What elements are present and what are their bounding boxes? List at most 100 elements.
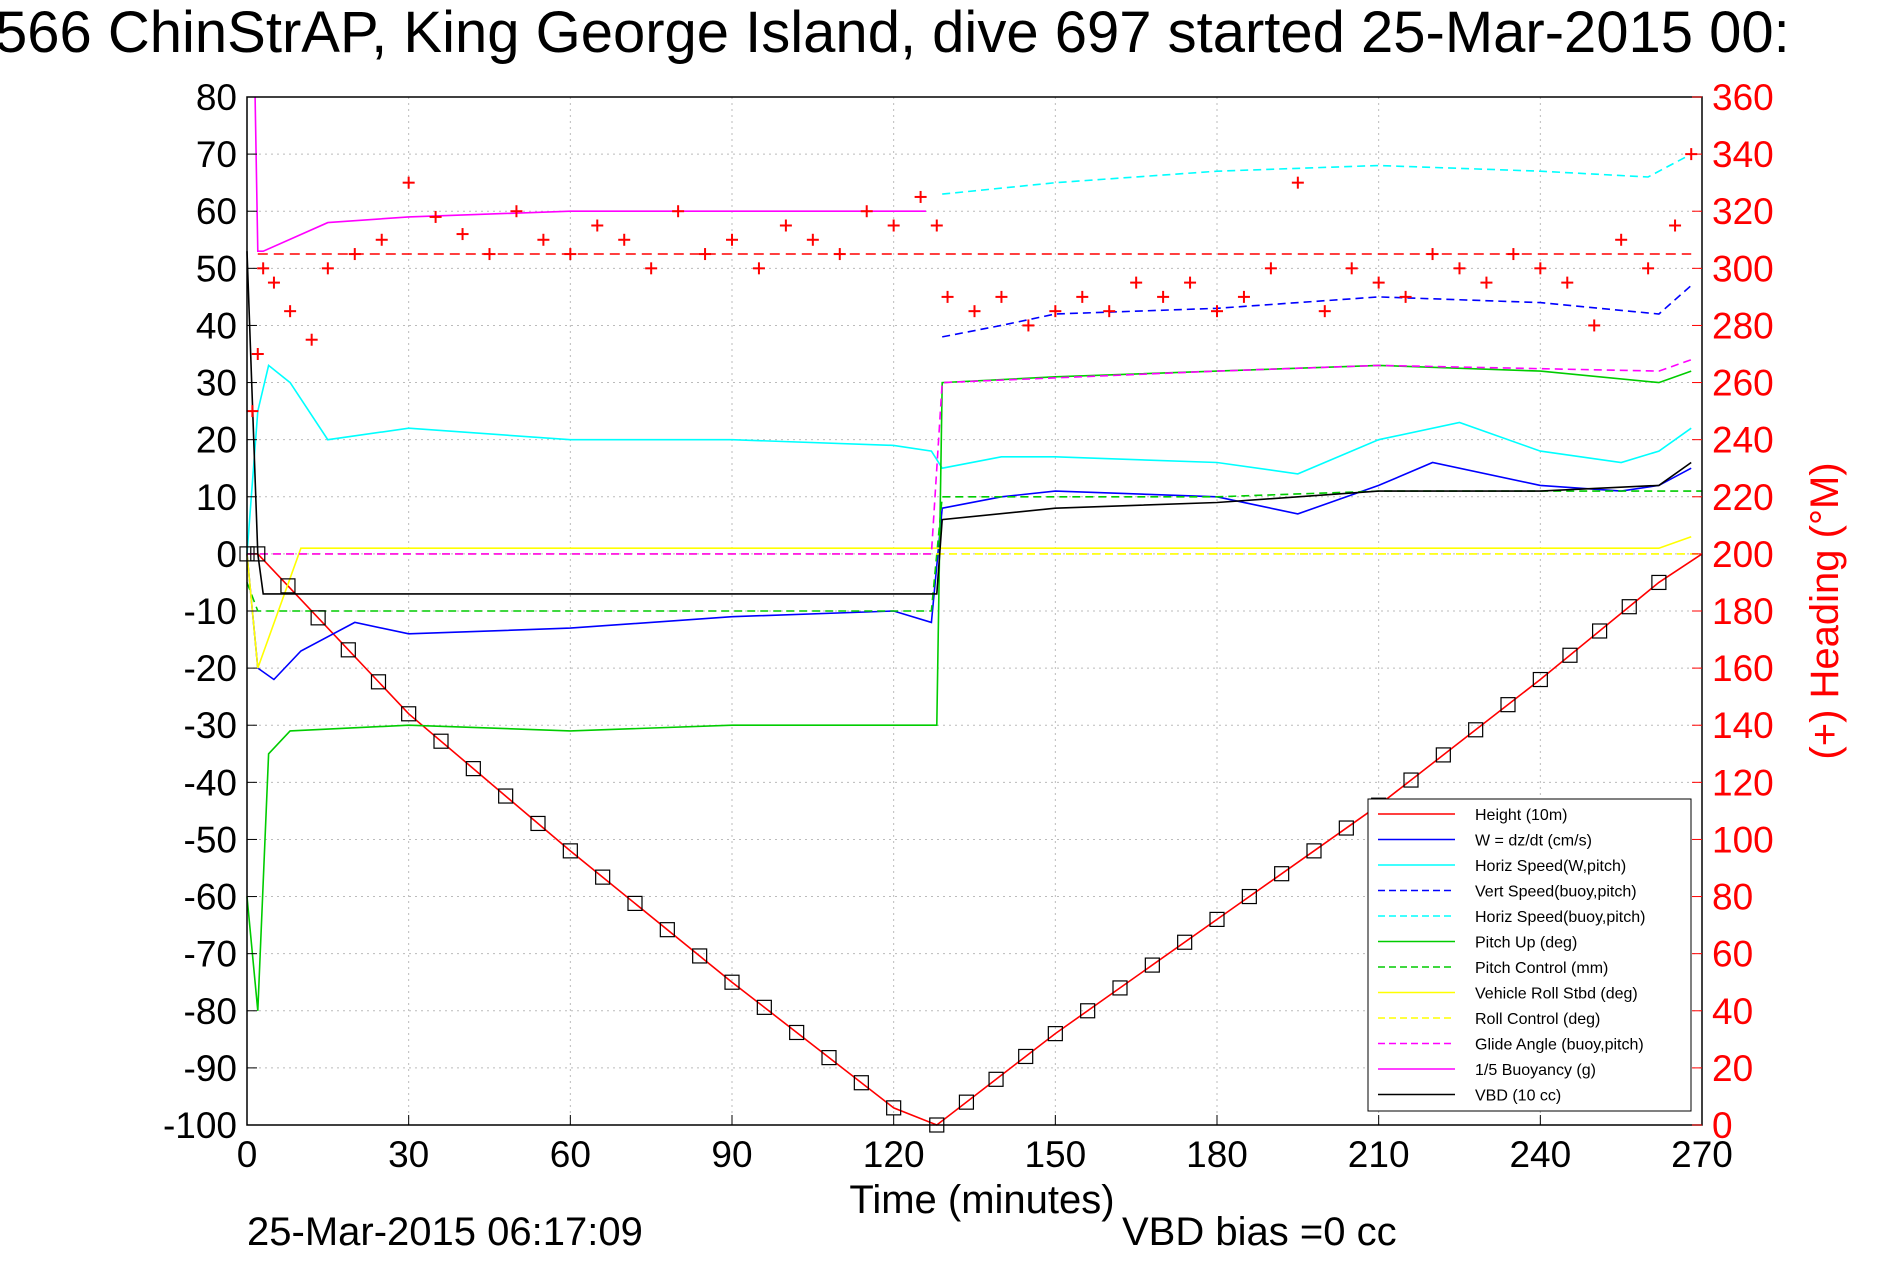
heading-point bbox=[1211, 305, 1223, 318]
y-right-tick-label: 160 bbox=[1712, 648, 1774, 689]
heading-point bbox=[1264, 262, 1277, 275]
height-marker bbox=[821, 1050, 837, 1066]
heading-point bbox=[1049, 305, 1062, 318]
y-tick-label: -30 bbox=[184, 705, 237, 746]
y-tick-label: -70 bbox=[184, 934, 237, 975]
x-axis-label: Time (minutes) bbox=[849, 1178, 1114, 1222]
heading-point bbox=[375, 233, 388, 246]
heading-point bbox=[564, 248, 577, 261]
height-marker bbox=[1500, 697, 1516, 713]
x-tick-label: 90 bbox=[711, 1134, 752, 1175]
heading-point bbox=[930, 219, 943, 232]
heading-point bbox=[1561, 276, 1574, 289]
x-tick-label: 180 bbox=[1186, 1134, 1248, 1175]
heading-point bbox=[321, 262, 334, 275]
height-marker bbox=[340, 642, 356, 658]
heading-point bbox=[806, 233, 819, 246]
y-right-tick-label: 60 bbox=[1712, 934, 1753, 975]
heading-point bbox=[1588, 319, 1601, 332]
heading-point bbox=[456, 228, 469, 241]
height-marker bbox=[886, 1100, 902, 1116]
heading-point bbox=[1103, 305, 1116, 318]
heading-point bbox=[1480, 276, 1493, 289]
heading-point bbox=[1318, 305, 1331, 318]
heading-point bbox=[699, 248, 712, 261]
x-tick-label: 240 bbox=[1509, 1134, 1571, 1175]
y-tick-label: 20 bbox=[196, 420, 237, 461]
height-marker bbox=[1532, 671, 1548, 688]
height-marker bbox=[1338, 820, 1354, 836]
series-line-1-5-buoyancy-g bbox=[254, 96, 926, 252]
y-right-tick-label: 300 bbox=[1712, 248, 1774, 289]
heading-point bbox=[305, 333, 318, 346]
heading-point bbox=[995, 290, 1008, 303]
x-tick-label: 270 bbox=[1671, 1134, 1733, 1175]
height-marker bbox=[853, 1075, 869, 1091]
heading-point bbox=[267, 276, 280, 289]
series-line-pitch-up-deg bbox=[246, 364, 1692, 1011]
series-line-vehicle-roll-stbd-deg bbox=[246, 536, 1692, 669]
series-line-w-dz-dt-cm-s bbox=[246, 461, 1692, 681]
height-marker bbox=[659, 922, 675, 938]
heading-point bbox=[645, 262, 658, 275]
y-tick-label: 60 bbox=[196, 191, 237, 232]
heading-point bbox=[1669, 219, 1682, 232]
height-marker bbox=[988, 1071, 1004, 1087]
y-right-tick-label: 260 bbox=[1712, 363, 1774, 404]
heading-point bbox=[1076, 290, 1089, 303]
height-marker bbox=[724, 974, 740, 990]
heading-point bbox=[1291, 176, 1304, 189]
heading-point bbox=[284, 305, 297, 318]
heading-point bbox=[1237, 290, 1250, 303]
height-marker bbox=[1274, 866, 1290, 882]
legend-box bbox=[1367, 798, 1692, 1112]
heading-point bbox=[860, 205, 873, 218]
x-tick-label: 60 bbox=[550, 1134, 591, 1175]
heading-point bbox=[618, 233, 631, 246]
y-right-tick-label: 240 bbox=[1712, 420, 1774, 461]
y-tick-label: 10 bbox=[196, 477, 237, 518]
height-marker bbox=[627, 895, 643, 912]
x-tick-label: 150 bbox=[1024, 1134, 1086, 1175]
heading-point bbox=[591, 219, 604, 232]
y-tick-label: 50 bbox=[196, 248, 237, 289]
chart-title: 566 ChinStrAP, King George Island, dive … bbox=[0, 0, 1790, 65]
y-right-tick-label: 280 bbox=[1712, 305, 1774, 346]
y-right-tick-label: 80 bbox=[1712, 877, 1753, 918]
height-marker bbox=[1047, 1026, 1063, 1042]
heading-point bbox=[1184, 276, 1197, 289]
series-line-horiz-speed-buoy-pitch bbox=[942, 153, 1692, 195]
height-marker bbox=[1080, 1003, 1096, 1019]
y-right-tick-label: 320 bbox=[1712, 191, 1774, 232]
y-right-tick-label: 180 bbox=[1712, 591, 1774, 632]
height-marker bbox=[401, 706, 417, 722]
height-marker bbox=[1468, 722, 1484, 738]
y-right-tick-label: 200 bbox=[1712, 534, 1774, 575]
y-right-tick-label: 0 bbox=[1712, 1105, 1733, 1146]
heading-point bbox=[537, 233, 550, 246]
heading-point bbox=[1399, 290, 1412, 303]
height-marker bbox=[1177, 934, 1193, 950]
heading-point bbox=[752, 262, 765, 275]
y-tick-label: -20 bbox=[184, 648, 237, 689]
height-marker bbox=[498, 788, 514, 804]
x-tick-label: 120 bbox=[863, 1134, 925, 1175]
heading-point bbox=[726, 233, 738, 246]
heading-point bbox=[1615, 233, 1628, 246]
series-layer bbox=[239, 96, 1703, 1133]
heading-point bbox=[1453, 262, 1466, 275]
y-tick-label: -60 bbox=[184, 877, 237, 918]
height-marker bbox=[1112, 980, 1128, 996]
x-tick-label: 0 bbox=[237, 1134, 258, 1175]
y-tick-label: 70 bbox=[196, 134, 237, 175]
series-line-pitch-control-mm bbox=[246, 490, 1702, 612]
heading-point bbox=[402, 176, 415, 189]
y-tick-label: -50 bbox=[184, 819, 237, 860]
y-right-tick-label: 220 bbox=[1712, 477, 1774, 518]
heading-point bbox=[968, 305, 981, 318]
height-marker bbox=[1144, 957, 1160, 973]
height-marker bbox=[1403, 772, 1419, 788]
series-line-glide-angle-buoy-pitch bbox=[247, 358, 1692, 555]
series-line-vbd-10-cc bbox=[246, 251, 1692, 595]
